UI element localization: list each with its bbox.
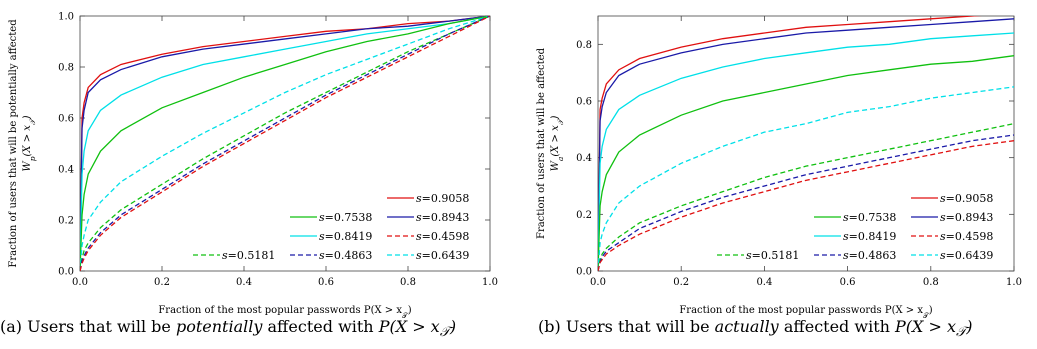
series-line-s-0-8943 xyxy=(80,16,490,271)
series-line-s-0-6439 xyxy=(80,16,490,271)
caption-a-emphasis: potentially xyxy=(175,317,263,336)
x-tick-label: 0.4 xyxy=(236,277,252,288)
caption-a-math: P(X > x𝒯) xyxy=(378,317,457,341)
legend-label: s=0.7538 xyxy=(319,211,372,224)
x-tick-label: 0.8 xyxy=(400,277,416,288)
x-tick-label: 0.0 xyxy=(590,277,606,288)
legend-label: s=0.4863 xyxy=(843,249,896,262)
series-line-s-0-8419 xyxy=(598,32,1014,271)
legend-label: s=0.5181 xyxy=(222,249,275,262)
plot-frame xyxy=(79,15,491,272)
series-line-s-0-7538 xyxy=(598,55,1014,271)
y-axis-math-label: Wp(X > x𝒯) xyxy=(22,115,37,171)
legend-label: s=0.7538 xyxy=(843,211,896,224)
series-line-s-0-8943 xyxy=(598,18,1014,271)
y-axis-label: Fraction of users that will be affected xyxy=(536,47,547,239)
y-tick-label: 0.6 xyxy=(576,97,592,108)
legend-label: s=0.8943 xyxy=(940,211,993,224)
series-line-s-0-9058 xyxy=(80,16,490,271)
y-tick-label: 0.4 xyxy=(576,153,592,164)
x-tick-label: 0.2 xyxy=(154,277,170,288)
series-line-s-0-4863 xyxy=(80,16,490,271)
y-tick-label: 0.2 xyxy=(576,210,592,221)
caption-b-pre: Users that will be xyxy=(565,317,710,336)
caption-a-post: affected with xyxy=(267,317,374,336)
x-tick-label: 1.0 xyxy=(482,277,498,288)
x-axis-label: Fraction of the most popular passwords P… xyxy=(679,305,932,318)
x-tick-label: 1.0 xyxy=(1006,277,1022,288)
chart-a: 0.0 0.2 0.4 0.6 0.8 1.0 0.0 0.2 0.4 0.6 0.8 1.0 Frac… xyxy=(8,12,498,319)
series-line-s-0-4598 xyxy=(80,16,490,271)
y-tick-label: 0.0 xyxy=(576,267,592,278)
series-line-s-0-5181 xyxy=(80,16,490,271)
y-tick-label: 0.2 xyxy=(58,216,74,227)
y-tick-label: 0.8 xyxy=(58,63,74,74)
legend-label: s=0.4598 xyxy=(940,230,993,243)
series-line-s-0-7538 xyxy=(80,16,490,271)
y-axis-math-label: Wa(X > x𝒯) xyxy=(550,115,565,171)
series-line-s-0-9058 xyxy=(598,16,982,271)
legend-label: s=0.8943 xyxy=(416,211,469,224)
legend-label: s=0.4598 xyxy=(416,230,469,243)
x-tick-label: 0.4 xyxy=(756,277,772,288)
y-tick-label: 0.0 xyxy=(58,267,74,278)
legend-label: s=0.8419 xyxy=(843,230,896,243)
chart-b: 0.0 0.2 0.4 0.6 0.8 1.0 0.0 0.2 0.4 0.6 0.8 Fractio… xyxy=(536,15,1022,318)
x-tick-label: 0.6 xyxy=(318,277,334,288)
caption-b-emphasis: actually xyxy=(714,317,779,336)
caption-a-label: (a) xyxy=(0,317,23,336)
caption-b-label: (b) xyxy=(538,317,561,336)
x-tick-label: 0.0 xyxy=(72,277,88,288)
series-line-s-0-5181 xyxy=(598,123,1014,271)
legend-label: s=0.6439 xyxy=(940,249,993,262)
y-tick-label: 1.0 xyxy=(58,12,74,23)
y-tick-label: 0.8 xyxy=(576,40,592,51)
x-axis-label: Fraction of the most popular passwords P… xyxy=(158,305,411,318)
caption-a: (a) Users that will be potentially affec… xyxy=(0,317,456,340)
y-axis-label: Fraction of users that will be potential… xyxy=(8,19,19,268)
caption-b-math: P(X > x𝒯) xyxy=(895,317,973,341)
x-tick-label: 0.6 xyxy=(840,277,856,288)
x-tick-label: 0.8 xyxy=(923,277,939,288)
legend-label: s=0.9058 xyxy=(940,192,993,205)
legend-label: s=0.5181 xyxy=(746,249,799,262)
series-line-s-0-4598 xyxy=(598,140,1014,271)
caption-b: (b) Users that will be actually affected… xyxy=(538,317,972,340)
plot-frame xyxy=(597,15,1015,272)
y-tick-label: 0.4 xyxy=(58,165,74,176)
legend-label: s=0.6439 xyxy=(416,249,469,262)
x-tick-label: 0.2 xyxy=(673,277,689,288)
series-line-s-0-8419 xyxy=(80,16,490,271)
legend-label: s=0.4863 xyxy=(319,249,372,262)
legend-label: s=0.9058 xyxy=(416,192,469,205)
series-line-s-0-4863 xyxy=(598,134,1014,271)
series-line-s-0-6439 xyxy=(598,86,1014,271)
caption-b-post: affected with xyxy=(783,317,890,336)
y-tick-label: 0.6 xyxy=(58,114,74,125)
legend-label: s=0.8419 xyxy=(319,230,372,243)
caption-a-pre: Users that will be xyxy=(27,317,171,336)
